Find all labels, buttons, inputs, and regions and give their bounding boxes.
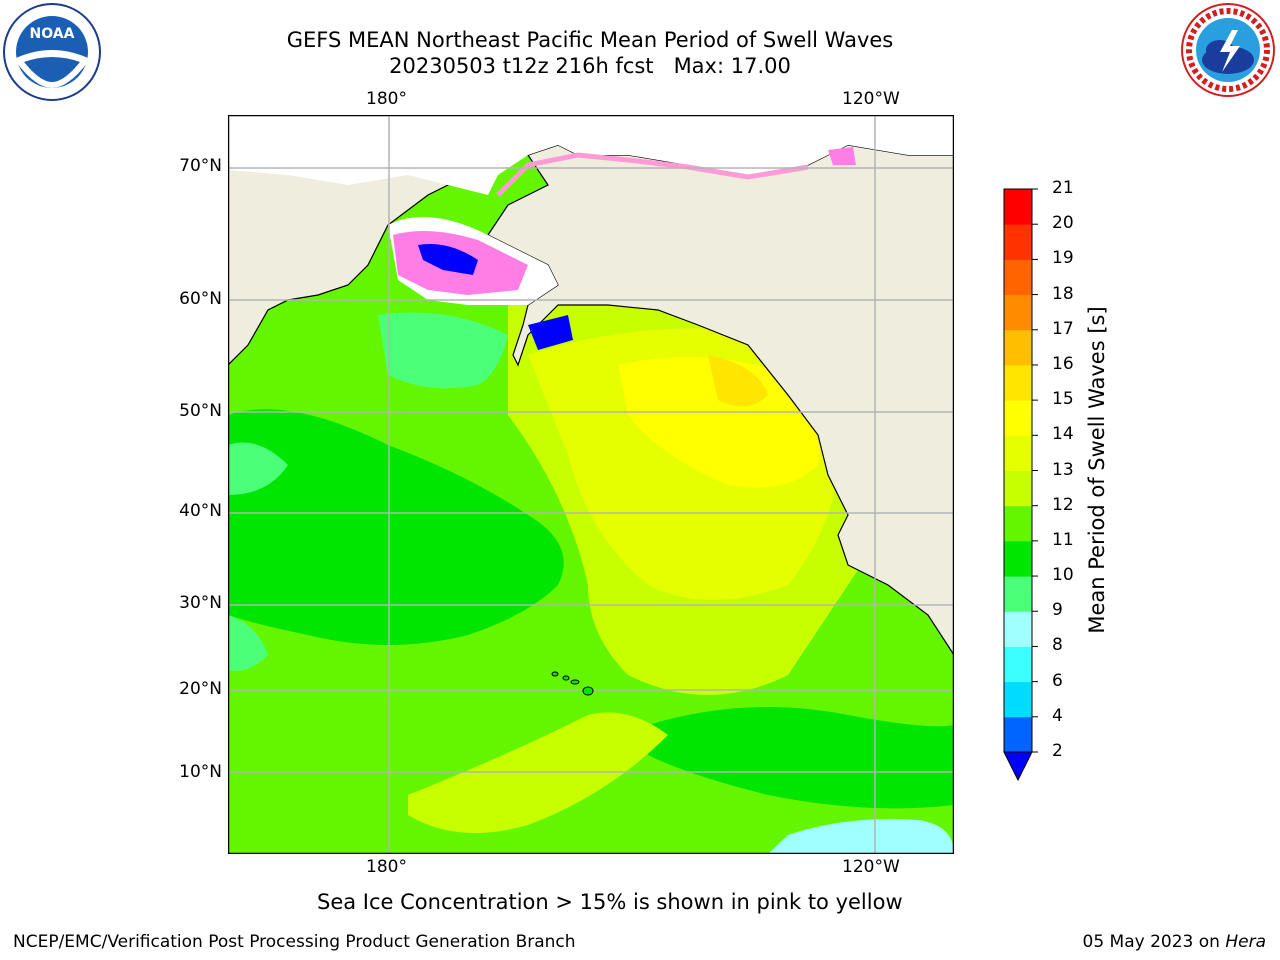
colorbar-box xyxy=(1004,259,1032,296)
colorbar-tick-label: 20 xyxy=(1052,213,1074,234)
chart-title: GEFS MEAN Northeast Pacific Mean Period … xyxy=(286,28,894,52)
date-text: 05 May 2023 on Hera xyxy=(1083,932,1267,952)
sea-ice-note: Sea Ice Concentration > 15% is shown in … xyxy=(317,890,903,914)
lon-label-bottom-180: 180° xyxy=(366,857,407,877)
noaa-logo: NOAA xyxy=(2,2,102,102)
period-15s-zone xyxy=(708,355,768,407)
hawaii-islands xyxy=(551,671,594,696)
colorbar-title: Mean Period of Swell Waves [s] xyxy=(1085,306,1109,634)
colorbar-tick-label: 14 xyxy=(1052,424,1074,445)
colorbar-box xyxy=(1004,716,1032,753)
period-8s-patch xyxy=(768,819,954,854)
colorbar-box xyxy=(1004,576,1032,612)
swell-period-map xyxy=(228,115,954,854)
sea-ice-arctic-edge xyxy=(496,152,809,197)
colorbar-box xyxy=(1004,400,1032,436)
colorbar-tick-label: 12 xyxy=(1052,494,1074,515)
lat-label-70n: 70°N xyxy=(179,156,222,176)
colorbar-box xyxy=(1004,646,1032,683)
colorbar-tick-label: 8 xyxy=(1052,635,1063,656)
colorbar-box xyxy=(1004,611,1032,647)
period-10s-bering xyxy=(378,312,508,389)
lat-label-60n: 60°N xyxy=(179,289,222,309)
credit-text: NCEP/EMC/Verification Post Processing Pr… xyxy=(13,932,576,952)
colorbar-tick-label: 15 xyxy=(1052,389,1074,410)
lat-label-30n: 30°N xyxy=(179,593,222,613)
period-10s-west2 xyxy=(228,615,268,671)
colorbar-tick-label: 10 xyxy=(1052,565,1074,586)
svg-text:NOAA: NOAA xyxy=(30,26,75,42)
colorbar-tick-label: 16 xyxy=(1052,353,1074,374)
colorbar-tick-label: 21 xyxy=(1052,178,1074,198)
map-frame xyxy=(228,115,954,854)
lat-label-20n: 20°N xyxy=(179,679,222,699)
colorbar-tick-label: 19 xyxy=(1052,248,1074,269)
date-value: 05 May 2023 on xyxy=(1082,932,1226,952)
period-14s-zone xyxy=(618,357,820,488)
colorbar-box xyxy=(1004,435,1032,471)
colorbar-box xyxy=(1004,540,1032,577)
chart-subtitle: 20230503 t12z 216h fcst Max: 17.00 xyxy=(389,54,791,78)
colorbar-tick-label: 11 xyxy=(1052,529,1074,550)
colorbar-under-triangle xyxy=(1003,751,1033,782)
lat-label-10n: 10°N xyxy=(179,762,222,782)
lon-label-bottom-120w: 120°W xyxy=(842,857,900,877)
lat-label-50n: 50°N xyxy=(179,401,222,421)
nws-logo xyxy=(1180,2,1276,98)
graticule xyxy=(228,115,954,854)
colorbar-box xyxy=(1004,294,1032,331)
colorbar-box xyxy=(1004,470,1032,507)
lat-label-40n: 40°N xyxy=(179,501,222,521)
lon-label-top-120w: 120°W xyxy=(842,89,900,109)
colorbar-tick-label: 18 xyxy=(1052,283,1074,304)
colorbar-box xyxy=(1004,364,1032,401)
sea-ice-bristol xyxy=(528,315,573,350)
sea-ice-core xyxy=(418,244,478,275)
colorbar-tick-label: 9 xyxy=(1052,600,1063,621)
colorbar-tick-label: 17 xyxy=(1052,318,1074,339)
period-10s-west xyxy=(228,442,288,495)
colorbar-tick-label: 13 xyxy=(1052,459,1074,480)
machine-name: Hera xyxy=(1225,932,1266,952)
colorbar-box xyxy=(1004,224,1032,260)
colorbar xyxy=(1003,188,1038,782)
colorbar-tick-label: 2 xyxy=(1052,741,1063,761)
colorbar-box xyxy=(1004,505,1032,542)
lon-label-top-180: 180° xyxy=(366,89,407,109)
sea-ice-beaufort xyxy=(828,147,856,165)
colorbar-box xyxy=(1004,189,1032,225)
colorbar-box xyxy=(1004,329,1032,366)
colorbar-tick-label: 6 xyxy=(1052,670,1063,691)
colorbar-box xyxy=(1004,681,1032,718)
period-11s-zone xyxy=(228,409,564,645)
colorbar-tick-label: 4 xyxy=(1052,705,1063,726)
period-11s-zone-south xyxy=(648,707,954,809)
